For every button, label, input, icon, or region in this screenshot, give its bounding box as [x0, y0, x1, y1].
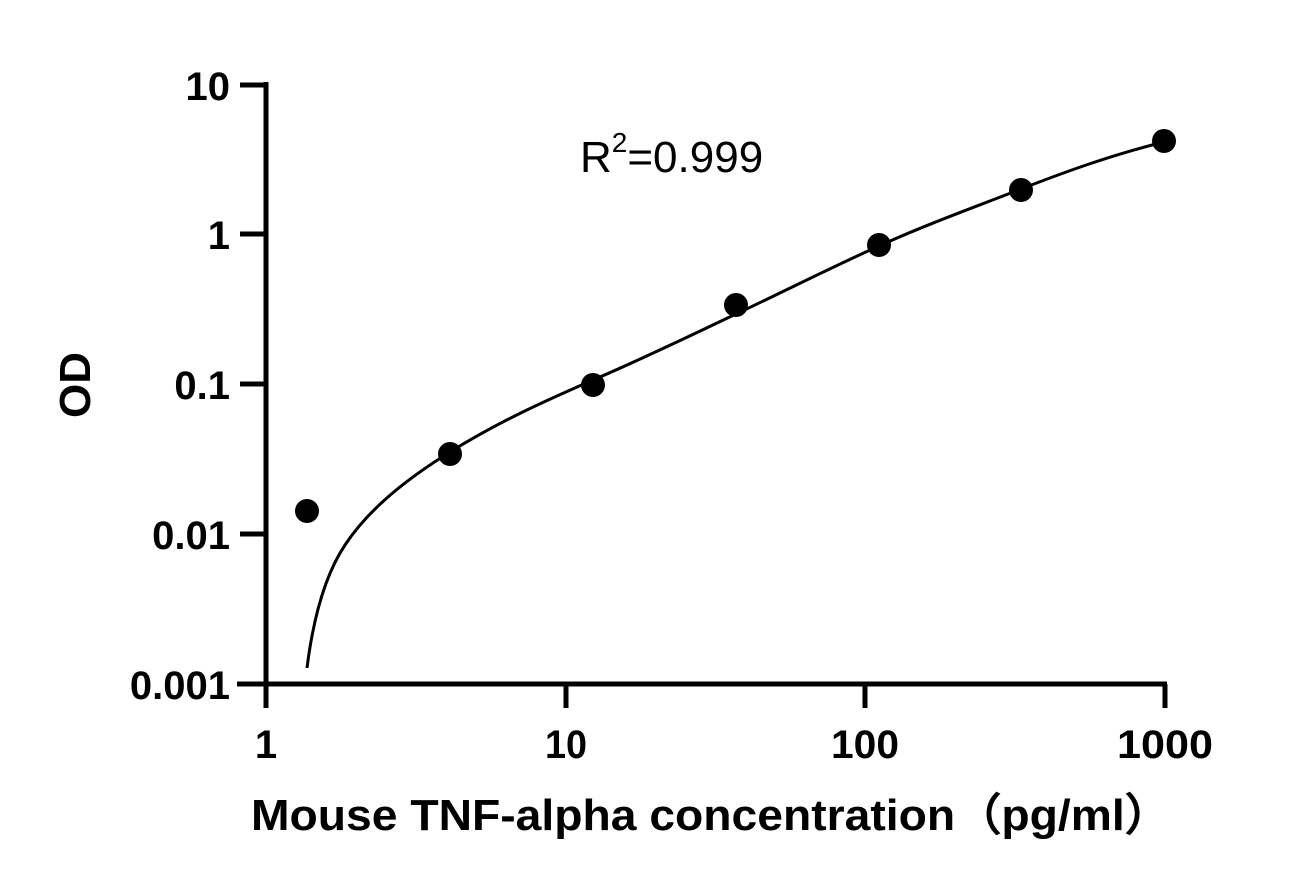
x-axis-title: Mouse TNF-alpha concentration（pg/ml） — [251, 791, 1171, 840]
x-tick-1: 1 — [255, 723, 277, 767]
y-tick-0.001: 0.001 — [130, 664, 230, 708]
y-tick-0.01: 0.01 — [152, 514, 230, 558]
data-point — [867, 233, 891, 257]
data-point — [724, 293, 748, 317]
x-tick-100: 100 — [831, 723, 899, 767]
y-axis — [240, 82, 269, 703]
r-squared-annotation: R2=0.999 — [580, 127, 763, 182]
x-tick-labels: 1 10 100 1000 — [255, 723, 1213, 767]
data-points — [295, 129, 1176, 523]
data-point — [1009, 178, 1033, 202]
data-point — [581, 373, 605, 397]
data-point — [438, 442, 462, 466]
y-tick-1: 1 — [208, 214, 230, 258]
data-point — [1152, 129, 1176, 153]
y-tick-labels: 10 1 0.1 0.01 0.001 — [130, 65, 230, 708]
fitted-curve — [305, 140, 1165, 669]
x-tick-1000: 1000 — [1117, 723, 1213, 767]
y-tick-0.1: 0.1 — [174, 364, 230, 408]
y-axis-title: OD — [51, 352, 100, 418]
y-tick-10: 10 — [186, 65, 231, 109]
x-tick-10: 10 — [545, 723, 587, 767]
x-axis — [237, 681, 1168, 708]
data-point — [295, 499, 319, 523]
